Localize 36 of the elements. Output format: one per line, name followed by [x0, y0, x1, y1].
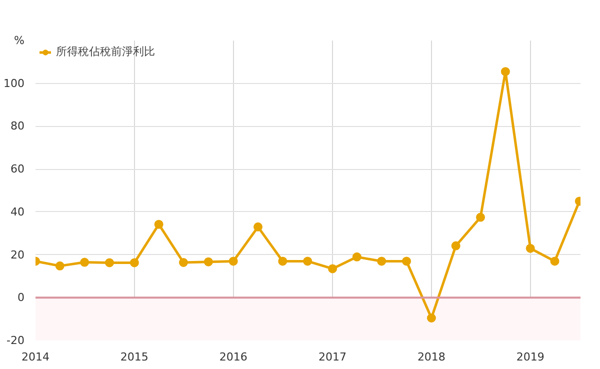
point	[402, 256, 412, 266]
x-tick-label: 2016	[219, 350, 248, 364]
y-tick-label: 100	[4, 76, 25, 90]
point	[55, 261, 64, 270]
point	[154, 220, 164, 229]
point	[303, 256, 312, 266]
point	[130, 258, 139, 268]
point	[352, 252, 362, 262]
point	[526, 244, 535, 253]
x-tick-label: 2018	[417, 350, 446, 364]
point	[451, 241, 460, 250]
y-tick-label: 0	[18, 291, 24, 304]
x-tick-label: 2015	[120, 350, 148, 364]
x-tick-label: 2014	[22, 350, 50, 364]
y-tick-label: 60	[10, 162, 25, 176]
point	[204, 257, 213, 266]
point	[178, 258, 188, 267]
point	[328, 264, 338, 274]
point	[254, 222, 262, 232]
legend-label: 所得稅佔稅前淨利比	[56, 44, 155, 59]
y-tick-label: 40	[10, 205, 25, 218]
point	[278, 256, 288, 266]
x-tick-label: 2017	[318, 350, 347, 364]
point	[104, 258, 114, 268]
point	[500, 67, 510, 76]
point	[228, 256, 238, 266]
point	[80, 258, 90, 267]
point	[426, 314, 436, 322]
y-tick-label: 20	[10, 248, 25, 262]
point	[476, 212, 485, 222]
x-tick-label: 2019	[516, 350, 544, 364]
y-tick-label: 80	[10, 120, 25, 133]
point	[550, 256, 560, 266]
point	[377, 256, 386, 266]
y-tick-label: -20	[6, 334, 24, 347]
y-tick-label: %	[14, 34, 24, 47]
